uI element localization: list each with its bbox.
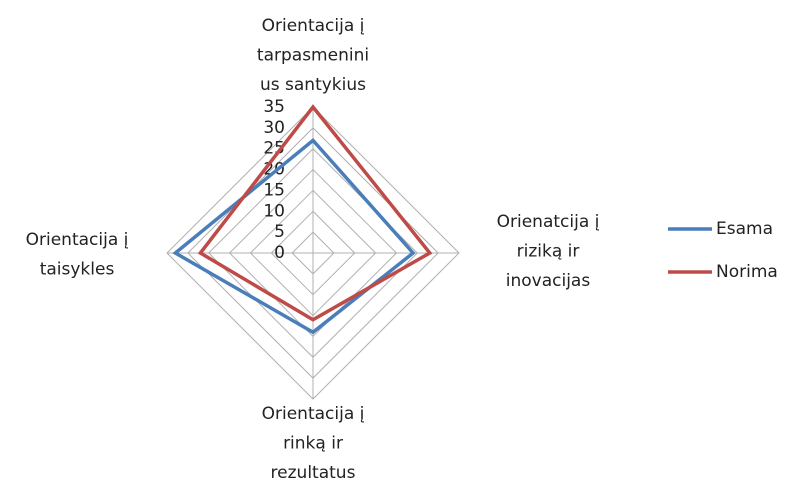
tick-label: 0 <box>274 243 285 263</box>
legend-label: Esama <box>716 219 773 239</box>
legend-label: Norima <box>716 262 778 282</box>
tick-label: 15 <box>263 180 285 200</box>
category-label: Orientacija į rinką ir rezultatus <box>262 404 365 483</box>
tick-label: 35 <box>263 97 285 117</box>
category-label: Orienatcija į riziką ir inovacijas <box>497 212 600 291</box>
category-label: Orientacija į tarpasmenini us santykius <box>257 16 369 95</box>
tick-label: 25 <box>263 139 285 159</box>
tick-label: 30 <box>263 118 285 138</box>
series-line <box>172 137 416 335</box>
category-label: Orientacija į taisykles <box>26 230 129 280</box>
tick-label: 5 <box>274 222 285 242</box>
series-line <box>197 104 433 322</box>
tick-label: 10 <box>263 201 285 221</box>
